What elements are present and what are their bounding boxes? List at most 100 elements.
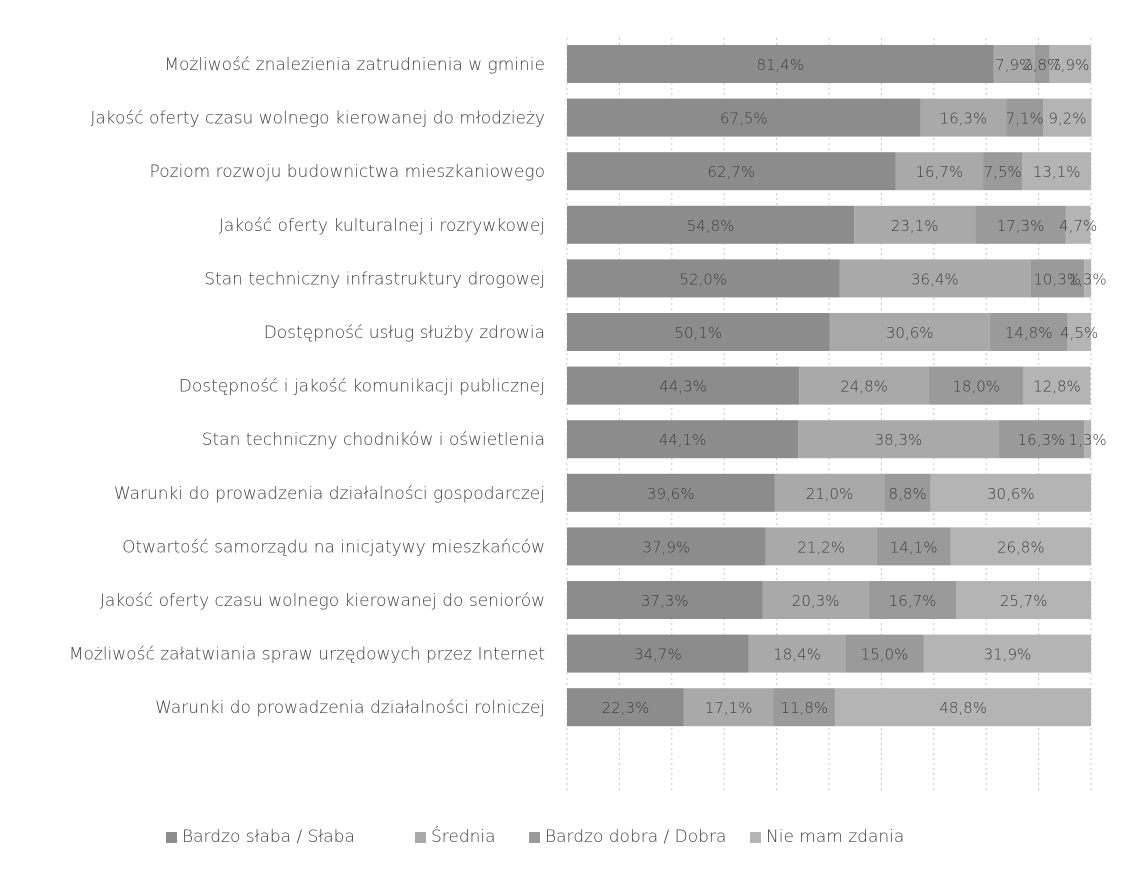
category-labels: Możliwość znalezienia zatrudnienia w gmi…	[69, 55, 545, 718]
data-label: 10,3%	[1033, 270, 1081, 288]
bar-segment	[835, 688, 1091, 727]
data-label: 30,6%	[987, 485, 1035, 503]
data-label: 14,1%	[890, 538, 938, 556]
bar-segment	[567, 581, 763, 619]
bar-segment	[774, 473, 885, 512]
category-label: Poziom rozwoju budownictwa mieszkanioweg…	[150, 162, 545, 182]
data-label: 14,8%	[1005, 324, 1053, 342]
data-label: 11,8%	[781, 699, 829, 717]
data-label: 7,9%	[1051, 56, 1089, 74]
bar-segment	[829, 313, 990, 351]
data-label: 44,1%	[659, 431, 707, 449]
data-label: 2,8%	[1023, 56, 1061, 74]
data-label: 7,1%	[1006, 110, 1044, 128]
data-label: 9,2%	[1048, 110, 1086, 128]
data-label: 21,0%	[806, 485, 854, 503]
data-label: 18,0%	[952, 378, 1000, 396]
bar-segment	[567, 45, 994, 83]
bar-segment	[895, 152, 984, 191]
category-label: Możliwość znalezienia zatrudnienia w gmi…	[164, 55, 545, 75]
bar-segment	[950, 527, 1091, 566]
data-label: 18,4%	[773, 646, 821, 664]
data-label: 4,7%	[1059, 217, 1097, 235]
gridlines	[566, 38, 1092, 793]
bar-segment	[567, 152, 896, 191]
data-label: 12,8%	[1033, 378, 1081, 396]
data-label: 7,9%	[995, 56, 1033, 74]
data-label: 44,3%	[659, 378, 707, 396]
bar-segment	[798, 420, 999, 459]
data-label: 36,4%	[911, 270, 959, 288]
bar-segment	[567, 259, 840, 298]
bar-segment	[567, 420, 799, 459]
bar-segment	[1084, 259, 1091, 298]
bar-segment	[773, 688, 836, 727]
data-label: 20,3%	[792, 592, 840, 610]
category-label: Możliwość załatwiania spraw urzędowych p…	[69, 645, 545, 665]
data-label: 17,1%	[705, 699, 753, 717]
category-label: Jakość oferty czasu wolnego kierowanej d…	[90, 109, 545, 129]
bar-segment	[930, 473, 1091, 512]
category-label: Stan techniczny chodników i oświetlenia	[202, 430, 545, 450]
bar-segment	[839, 259, 1031, 298]
bar-segment	[683, 688, 774, 727]
bar-segment	[845, 634, 924, 673]
legend-swatch	[750, 832, 761, 843]
data-label: 7,5%	[984, 163, 1022, 181]
category-label: Stan techniczny infrastruktury drogowej	[204, 269, 545, 289]
bar-segment	[868, 581, 957, 619]
bar-segment	[1006, 98, 1044, 137]
data-label: 1,3%	[1069, 270, 1107, 288]
data-label: 4,5%	[1060, 324, 1098, 342]
bar-segment	[567, 366, 800, 405]
data-label: 37,3%	[641, 592, 689, 610]
bar-segment	[956, 581, 1091, 619]
data-label: 16,7%	[915, 163, 963, 181]
legend-label: Średnia	[431, 825, 496, 847]
bar-segment	[998, 420, 1085, 459]
bar-segment	[567, 688, 684, 727]
bar-segment	[876, 527, 951, 566]
category-label: Warunki do prowadzenia działalności roln…	[155, 698, 545, 718]
data-label: 1,3%	[1069, 431, 1107, 449]
data-label: 50,1%	[674, 324, 722, 342]
category-label: Jakość oferty czasu wolnego kierowanej d…	[100, 591, 545, 611]
bar-segment	[854, 205, 976, 244]
bar-segment	[567, 98, 921, 137]
legend-swatch	[529, 832, 540, 843]
data-label: 24,8%	[840, 378, 888, 396]
bar-segment	[567, 527, 766, 566]
data-label: 39,6%	[647, 485, 695, 503]
data-label: 23,1%	[891, 217, 939, 235]
bar-segment	[923, 634, 1091, 673]
data-label: 16,7%	[889, 592, 937, 610]
data-label: 37,9%	[642, 538, 690, 556]
category-label: Warunki do prowadzenia działalności gosp…	[114, 484, 545, 504]
bar-segment	[567, 634, 749, 673]
bar-segment	[1023, 366, 1091, 405]
category-label: Dostępność usług służby zdrowia	[264, 323, 545, 343]
data-label: 31,9%	[984, 646, 1032, 664]
data-label: 22,3%	[602, 699, 650, 717]
bar-segment	[975, 205, 1066, 244]
bar-segment	[1049, 45, 1091, 83]
data-label: 26,8%	[997, 538, 1045, 556]
legend: Bardzo słaba / Słaba Średnia Bardzo dobra …	[166, 825, 904, 847]
legend-label: Bardzo dobra / Dobra	[545, 827, 726, 847]
data-label: 38,3%	[875, 431, 923, 449]
bar-segment	[567, 205, 855, 244]
data-label: 15,0%	[861, 646, 909, 664]
bar-segment	[983, 152, 1023, 191]
data-label: 25,7%	[1000, 592, 1048, 610]
category-label: Jakość oferty kulturalnej i rozrywkowej	[219, 216, 545, 236]
bar-segment	[884, 473, 931, 512]
data-label: 81,4%	[756, 56, 804, 74]
bar-segment	[567, 313, 830, 351]
data-label: 30,6%	[886, 324, 934, 342]
bar-segment	[989, 313, 1068, 351]
legend-label: Bardzo słaba / Słaba	[182, 827, 355, 847]
category-label: Otwartość samorządu na inicjatywy mieszk…	[122, 537, 545, 557]
bars	[567, 45, 1092, 727]
data-label: 54,8%	[687, 217, 735, 235]
